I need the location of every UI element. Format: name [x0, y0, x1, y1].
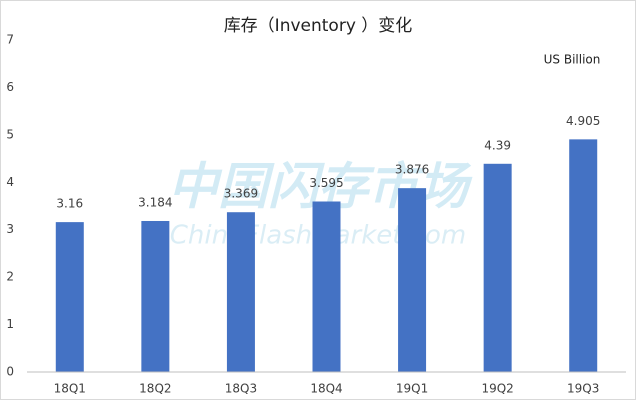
bar — [312, 201, 341, 372]
y-tick-label: 1 — [6, 317, 14, 331]
bar — [569, 139, 598, 372]
value-label: 4.905 — [566, 114, 600, 128]
x-tick-label: 18Q4 — [310, 382, 342, 396]
unit-annotation: US Billion — [544, 53, 601, 67]
x-tick-label: 18Q2 — [139, 382, 171, 396]
y-tick-label: 4 — [6, 175, 14, 189]
x-tick-label: 18Q1 — [54, 382, 86, 396]
x-tick-label: 18Q3 — [225, 382, 257, 396]
x-tick-label: 19Q2 — [481, 382, 513, 396]
bar — [141, 220, 170, 372]
y-tick-label: 6 — [6, 80, 14, 94]
y-tick-label: 0 — [6, 365, 14, 379]
y-tick-label: 3 — [6, 222, 14, 236]
y-tick-label: 5 — [6, 127, 14, 141]
value-label: 3.369 — [224, 187, 258, 201]
y-tick-label: 2 — [6, 270, 14, 284]
bar — [398, 188, 427, 372]
value-label: 3.16 — [56, 197, 83, 211]
bar — [55, 222, 84, 372]
value-label: 3.595 — [309, 176, 343, 190]
chart-title: 库存（Inventory ）变化 — [224, 16, 413, 36]
value-label: 3.876 — [395, 163, 429, 177]
value-label: 3.184 — [138, 195, 172, 209]
bar — [226, 212, 255, 372]
x-tick-label: 19Q1 — [396, 382, 428, 396]
bar — [483, 163, 512, 372]
value-label: 4.39 — [484, 138, 511, 152]
y-tick-label: 7 — [6, 33, 14, 47]
x-tick-label: 19Q3 — [567, 382, 599, 396]
